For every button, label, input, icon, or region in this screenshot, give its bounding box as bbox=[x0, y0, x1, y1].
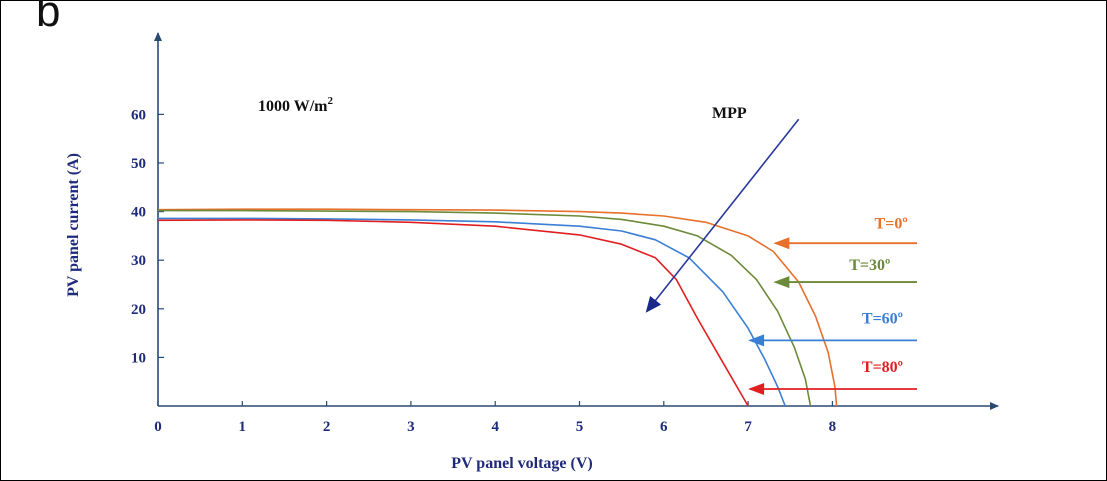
y-tick-label: 50 bbox=[131, 156, 146, 172]
mpp-arrow bbox=[645, 118, 800, 313]
series-label-0: T=0º bbox=[875, 216, 908, 233]
series-curve-2 bbox=[158, 217, 786, 407]
x-tick-label: 1 bbox=[239, 419, 247, 435]
y-tick-label: 30 bbox=[131, 253, 146, 269]
irradiance-superscript: 2 bbox=[327, 95, 333, 107]
x-tick-label: 0 bbox=[154, 419, 162, 435]
x-tick-label: 3 bbox=[407, 419, 415, 435]
irradiance-text: 1000 W/m bbox=[258, 98, 328, 115]
series-pointer-head-3 bbox=[748, 382, 765, 395]
series-pointer-head-0 bbox=[773, 237, 790, 250]
y-tick-label: 60 bbox=[131, 107, 146, 123]
x-tick-label: 7 bbox=[744, 419, 752, 435]
panel-letter: b bbox=[36, 0, 61, 36]
y-tick-label: 10 bbox=[131, 350, 146, 366]
x-tick-label: 4 bbox=[491, 419, 499, 435]
x-tick-label: 6 bbox=[660, 419, 668, 435]
y-tick-label: 40 bbox=[131, 205, 146, 221]
x-axis-title: PV panel voltage (V) bbox=[451, 455, 592, 472]
series-curve-3 bbox=[157, 219, 749, 407]
series-pointer-head-1 bbox=[773, 276, 790, 289]
series-pointer-head-2 bbox=[748, 334, 765, 347]
series-curve-0 bbox=[157, 208, 838, 407]
y-tick-label: 20 bbox=[131, 302, 146, 318]
x-tick-label: 2 bbox=[323, 419, 331, 435]
mpp-label: MPP bbox=[712, 105, 747, 122]
series-label-3: T=80º bbox=[862, 359, 903, 376]
series-label-2: T=60º bbox=[862, 310, 903, 327]
x-tick-label: 5 bbox=[576, 419, 584, 435]
series-curve-1 bbox=[158, 209, 812, 407]
series-label-1: T=30º bbox=[849, 257, 890, 274]
y-axis-title: PV panel current (A) bbox=[65, 153, 82, 297]
irradiance-annotation: 1000 W/m2 bbox=[258, 95, 333, 115]
x-tick-label: 8 bbox=[829, 419, 837, 435]
